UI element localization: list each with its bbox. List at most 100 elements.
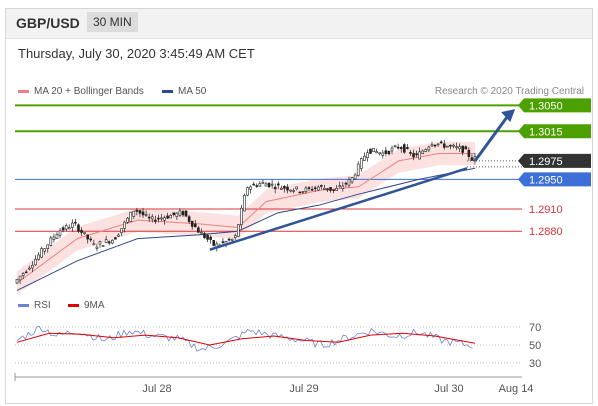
- candle-body: [387, 150, 391, 155]
- candle-body: [175, 212, 179, 217]
- candle-body: [412, 152, 415, 158]
- candle-body: [71, 222, 74, 228]
- candle-body: [110, 239, 114, 244]
- candle-body: [200, 232, 203, 234]
- candle-body: [372, 147, 375, 153]
- candle-body: [390, 147, 394, 152]
- candle-body: [433, 144, 437, 147]
- timeframe-button[interactable]: 30 MIN: [87, 12, 138, 32]
- price-label-1.3050: 1.3050: [529, 100, 563, 112]
- price-tag-1.2975: [518, 153, 591, 168]
- price-label-1.3015: 1.3015: [529, 126, 563, 138]
- candle-body: [77, 224, 80, 232]
- x-tick-label: Aug 14: [499, 383, 534, 395]
- candle-body: [15, 278, 19, 284]
- candle-body: [144, 213, 148, 216]
- candle-body: [384, 150, 388, 154]
- rsi-swatch: [18, 304, 29, 307]
- legend-ma20: MA 20 + Bollinger Bands: [18, 86, 144, 97]
- legend-rsi: RSI: [18, 300, 51, 311]
- candle-body: [316, 186, 320, 191]
- candle-body: [49, 237, 53, 246]
- candle-body: [181, 211, 185, 216]
- x-tick-label: Jul 28: [142, 383, 171, 395]
- candle-body: [187, 216, 191, 222]
- candle-body: [157, 217, 160, 220]
- candle-body: [172, 212, 176, 215]
- candle-body: [350, 177, 354, 183]
- candle-body: [430, 144, 434, 147]
- candle-body: [150, 216, 154, 220]
- candle-body: [458, 146, 461, 150]
- credit-text: Research © 2020 Trading Central: [434, 86, 584, 97]
- candle-body: [286, 186, 289, 191]
- candle-body: [375, 151, 378, 154]
- candle-body: [21, 273, 25, 276]
- candle-body: [421, 150, 425, 155]
- legend-ma20-label: MA 20 + Bollinger Bands: [34, 86, 144, 97]
- candle-body: [424, 149, 428, 152]
- candle-body: [86, 234, 89, 240]
- candle-body: [40, 248, 43, 258]
- candle-body: [169, 214, 172, 219]
- candle-body: [326, 188, 329, 191]
- candle-body: [83, 232, 86, 234]
- candle-body: [273, 186, 277, 190]
- date-line: Thursday, July 30, 2020 3:45:49 AM CET: [18, 46, 255, 61]
- candle-body: [227, 238, 231, 241]
- candle-body: [147, 216, 151, 219]
- rsi-tick-label: 50: [529, 340, 541, 352]
- candle-body: [252, 183, 255, 186]
- candle-body: [258, 183, 262, 187]
- candle-body: [427, 146, 431, 151]
- candle-body: [34, 259, 37, 266]
- candle-body: [366, 152, 369, 159]
- candle-body: [67, 227, 71, 230]
- candle-body: [261, 181, 265, 184]
- candle-body: [332, 189, 335, 192]
- candle-body: [55, 233, 59, 239]
- candle-body: [313, 187, 317, 190]
- candle-body: [418, 151, 421, 160]
- legend-9ma: 9MA: [68, 300, 105, 311]
- candle-body: [233, 235, 237, 238]
- candle-body: [449, 144, 452, 147]
- candle-body: [461, 145, 465, 153]
- candle-body: [470, 157, 474, 161]
- 9ma-swatch: [68, 304, 79, 307]
- candle-body: [307, 187, 311, 189]
- arrow-head: [501, 109, 516, 123]
- candle-body: [154, 219, 157, 222]
- candle-body: [341, 185, 345, 189]
- candle-body: [415, 153, 418, 156]
- candle-body: [123, 221, 126, 229]
- candle-body: [452, 144, 455, 147]
- ma50-line: [16, 167, 476, 291]
- legend-9ma-label: 9MA: [84, 300, 105, 311]
- candle-body: [381, 152, 385, 156]
- candle-body: [298, 191, 302, 194]
- legend-ma50: MA 50: [162, 86, 206, 97]
- price-tag-1.3050: [518, 98, 591, 113]
- candle-body: [132, 210, 136, 217]
- candle-body: [301, 191, 305, 193]
- candle-body: [209, 236, 212, 240]
- candle-body: [46, 244, 50, 249]
- candle-body: [58, 230, 62, 236]
- candle-body: [406, 147, 409, 149]
- candle-body: [292, 190, 295, 192]
- candle-body: [329, 187, 332, 191]
- rsi-tick-label: 70: [529, 322, 541, 334]
- candle-body: [230, 238, 234, 241]
- candle-body: [141, 211, 145, 216]
- candle-body: [240, 207, 243, 225]
- candle-body: [24, 271, 28, 274]
- candle-body: [98, 241, 102, 245]
- candle-body: [190, 220, 194, 227]
- candle-body: [320, 185, 323, 187]
- candle-body: [399, 147, 403, 149]
- candle-body: [276, 183, 280, 186]
- candle-body: [126, 217, 129, 223]
- candle-body: [283, 186, 286, 189]
- candle-body: [243, 195, 246, 212]
